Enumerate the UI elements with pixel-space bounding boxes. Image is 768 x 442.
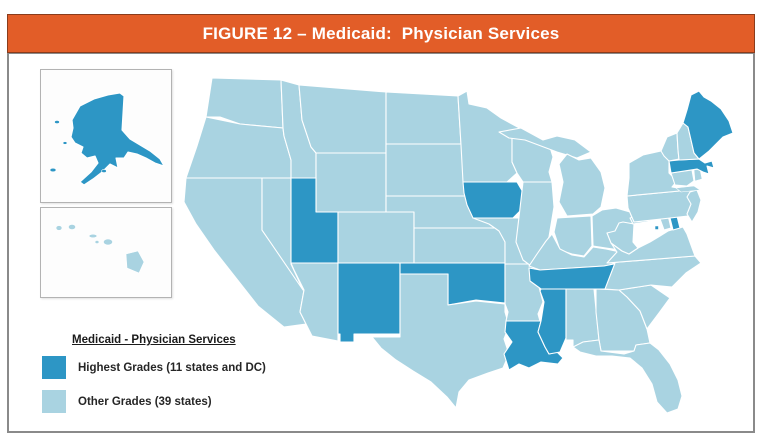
state-ak — [70, 92, 165, 186]
highest-grades-label: Highest Grades (11 states and DC) — [78, 361, 266, 374]
legend-title: Medicaid - Physician Services — [72, 334, 236, 346]
state-hi-kauai — [55, 225, 63, 231]
state-in — [553, 215, 593, 257]
state-sc — [618, 284, 671, 330]
state-ak-island — [101, 169, 107, 173]
alaska-inset-map — [49, 92, 165, 186]
state-dc — [654, 225, 659, 230]
state-tx — [371, 273, 510, 409]
state-nc — [604, 255, 702, 291]
map-legend: Medicaid - Physician Services Highest Gr… — [42, 334, 266, 424]
state-hi-oahu — [68, 224, 76, 230]
state-hi-molokai — [88, 233, 98, 239]
state-ks — [413, 227, 506, 264]
state-mt — [298, 84, 387, 154]
state-hi-maui — [103, 238, 113, 246]
contiguous-states — [183, 77, 734, 414]
state-ak-island — [49, 167, 57, 173]
state-hi-big-island — [125, 250, 145, 274]
state-sd — [385, 143, 469, 197]
state-ia — [462, 181, 525, 219]
state-nd — [385, 91, 462, 145]
figure-title: FIGURE 12 – Medicaid: Physician Services — [202, 23, 560, 43]
state-al — [565, 288, 600, 350]
state-nm — [337, 262, 401, 343]
state-hi-lanai — [94, 240, 100, 244]
state-ak-island — [54, 120, 60, 124]
figure-title-bar: FIGURE 12 – Medicaid: Physician Services — [7, 14, 755, 53]
state-ak-island — [62, 141, 68, 145]
other-grades-label: Other Grades (39 states) — [78, 395, 212, 408]
state-me — [682, 90, 734, 160]
state-co — [337, 211, 415, 264]
state-fl — [572, 339, 683, 414]
state-wv — [606, 221, 639, 255]
other-grades-swatch — [42, 390, 66, 413]
state-mi — [558, 153, 606, 217]
hawaii-inset-map — [55, 224, 145, 274]
highest-grades-swatch — [42, 356, 66, 379]
state-wy — [315, 152, 387, 213]
state-mi-upper — [498, 127, 592, 159]
legend-item-other: Other Grades (39 states) — [42, 390, 266, 413]
state-ny-long-island — [675, 185, 701, 193]
state-nj — [686, 189, 702, 223]
hawaii-inset-box — [40, 207, 172, 298]
legend-item-highest: Highest Grades (11 states and DC) — [42, 356, 266, 379]
